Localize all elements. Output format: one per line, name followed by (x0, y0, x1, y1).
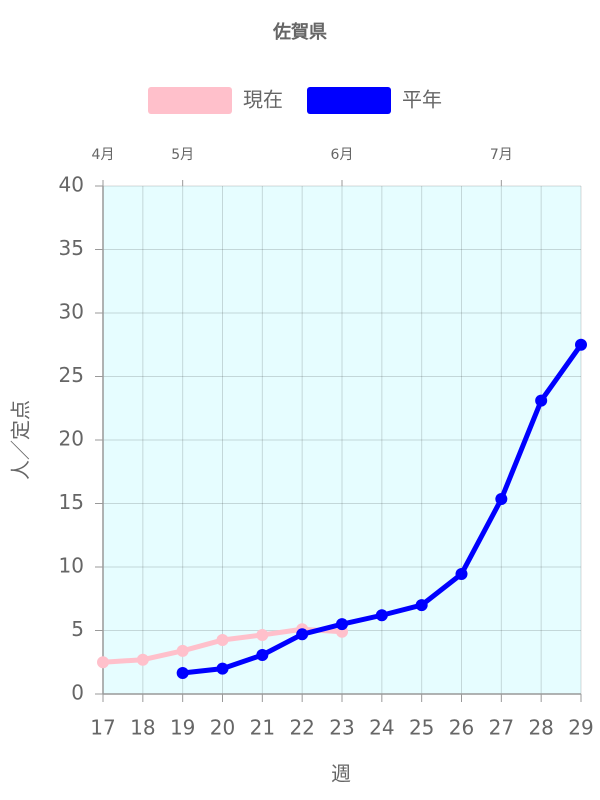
point (535, 394, 548, 407)
point (375, 609, 388, 622)
x-tick-label: 25 (409, 716, 434, 740)
legend-swatch (307, 87, 391, 114)
point (455, 567, 468, 580)
legend-label: 現在 (243, 88, 283, 112)
top-tick-label: 5月 (171, 147, 194, 163)
point (296, 628, 309, 641)
point (336, 618, 348, 631)
y-axis-label: 人／定点 (9, 400, 33, 480)
top-tick-label: 6月 (331, 147, 354, 163)
y-tick-label: 0 (71, 681, 84, 705)
point (256, 649, 269, 662)
point (256, 628, 269, 641)
point (97, 656, 109, 669)
y-tick-label: 10 (59, 554, 84, 578)
y-tick-label: 40 (59, 173, 84, 197)
point (415, 599, 428, 612)
x-tick-label: 23 (329, 716, 354, 740)
x-tick-label: 24 (369, 716, 394, 740)
y-tick-label: 20 (59, 427, 84, 451)
x-tick-label: 26 (449, 716, 474, 740)
top-tick-label: 4月 (92, 147, 115, 163)
x-tick-label: 28 (528, 716, 553, 740)
y-tick-label: 35 (59, 236, 84, 260)
point (575, 338, 587, 351)
point (216, 634, 229, 647)
x-tick-label: 20 (210, 716, 235, 740)
x-tick-label: 18 (130, 716, 155, 740)
x-tick-label: 27 (489, 716, 514, 740)
y-tick-label: 30 (59, 300, 84, 324)
point (176, 644, 189, 657)
y-tick-label: 25 (59, 363, 84, 387)
legend-label: 平年 (402, 88, 442, 112)
point (176, 667, 189, 680)
x-tick-label: 21 (250, 716, 275, 740)
point (136, 653, 149, 666)
x-axis-label: 週 (331, 762, 351, 786)
y-tick-label: 5 (71, 617, 84, 641)
plot-area (103, 186, 581, 694)
legend-swatch (148, 87, 232, 114)
point (495, 493, 508, 506)
x-tick-label: 22 (289, 716, 314, 740)
x-tick-label: 17 (90, 716, 115, 740)
y-tick-label: 15 (59, 490, 84, 514)
x-tick-label: 19 (170, 716, 195, 740)
chart-title: 佐賀県 (272, 21, 327, 43)
point (216, 662, 229, 675)
x-tick-label: 29 (568, 716, 593, 740)
top-tick-label: 7月 (490, 147, 513, 163)
